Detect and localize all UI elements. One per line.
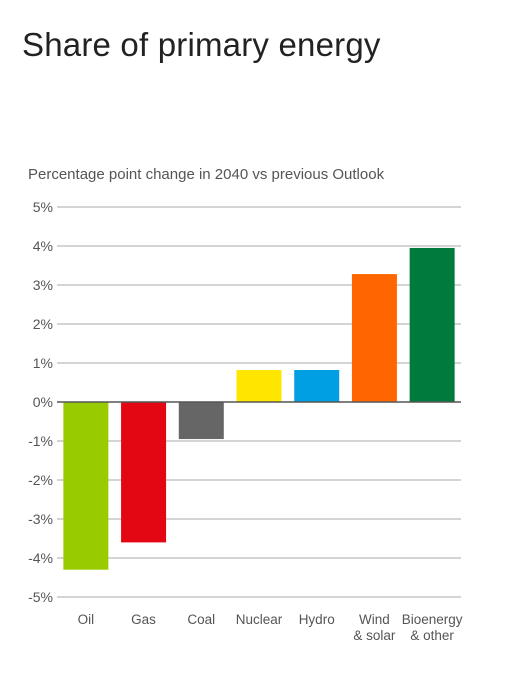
bar-oil (63, 402, 109, 570)
y-tick-label: -3% (28, 511, 53, 527)
bar-gas (121, 402, 167, 543)
y-tick-label: 1% (33, 355, 53, 371)
bar-bioenergy (409, 247, 455, 402)
bar-wind (351, 274, 397, 402)
x-category-label: Bioenergy (402, 612, 463, 627)
x-category-label: Wind (359, 612, 390, 627)
x-axis-category-labels: Oil Gas Coal Nuclear Hydro Wind& solar Bioener… (78, 612, 463, 643)
y-tick-label: 4% (33, 238, 53, 254)
x-category-label: Gas (131, 612, 156, 627)
y-tick-label: -5% (28, 589, 53, 605)
bar-nuclear (236, 370, 282, 402)
x-category-label: Coal (187, 612, 215, 627)
bar-hydro (294, 370, 340, 402)
y-tick-label: 5% (33, 199, 53, 215)
x-category-label: Hydro (299, 612, 335, 627)
y-tick-label: 0% (33, 394, 53, 410)
y-tick-label: -2% (28, 472, 53, 488)
chart-subtitle: Percentage point change in 2040 vs previ… (28, 166, 385, 183)
y-axis-tick-labels: 5% 4% 3% 2% 1% 0% -1% -2% -3% -4% -5% (28, 199, 53, 605)
x-category-label: Nuclear (236, 612, 283, 627)
y-tick-label: -4% (28, 550, 53, 566)
x-category-label: & solar (353, 628, 396, 643)
page-title: Share of primary energy (22, 26, 381, 63)
x-category-label: & other (410, 628, 454, 643)
bars (63, 247, 455, 570)
y-tick-label: 2% (33, 316, 53, 332)
bar-coal (178, 402, 224, 440)
x-category-label: Oil (78, 612, 95, 627)
y-tick-label: -1% (28, 433, 53, 449)
y-tick-label: 3% (33, 277, 53, 293)
